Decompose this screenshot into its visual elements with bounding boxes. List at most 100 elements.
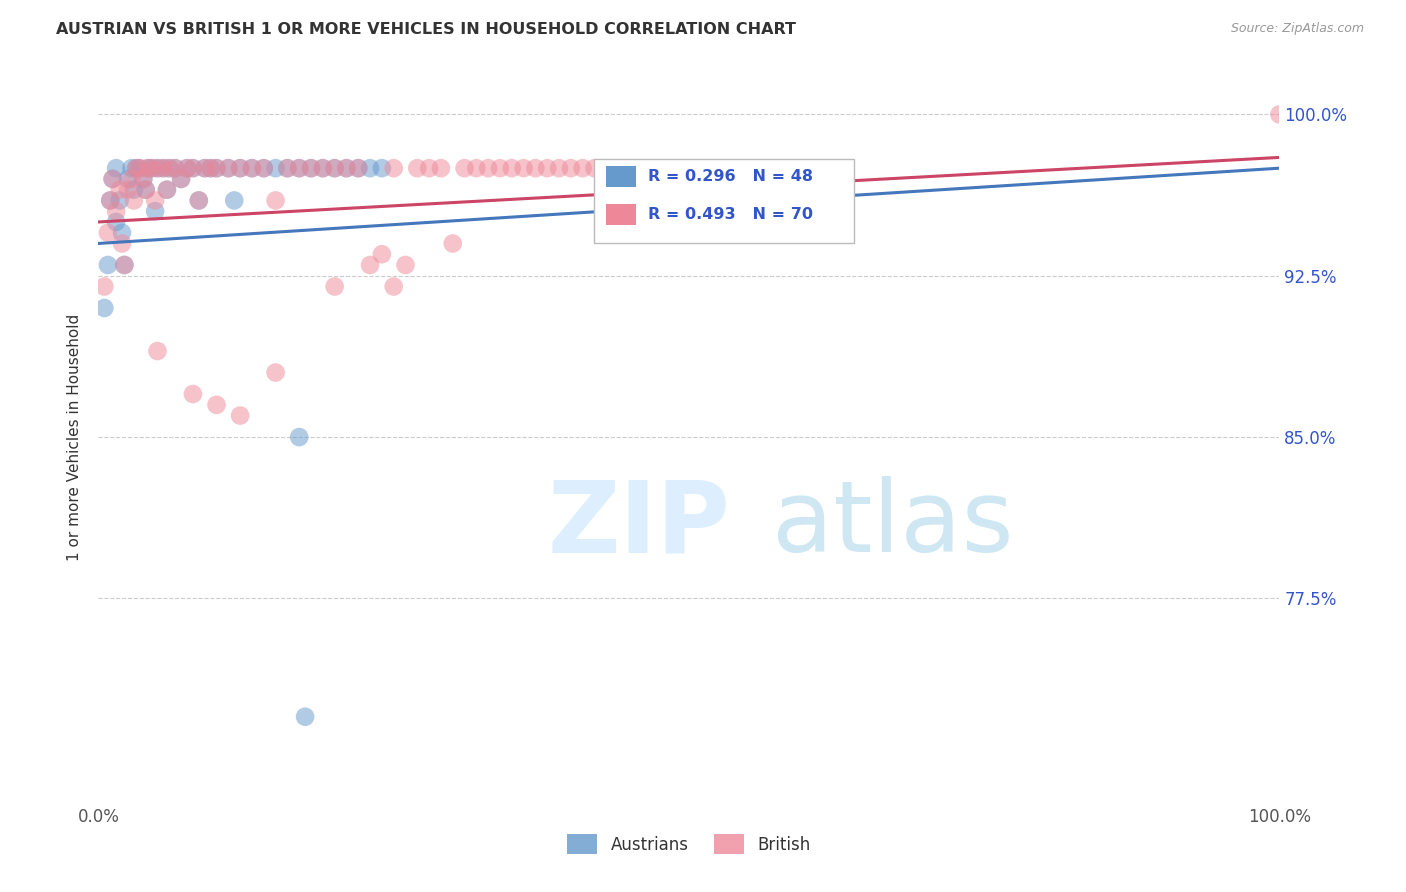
Point <box>276 161 298 176</box>
Point <box>170 172 193 186</box>
Point <box>98 194 121 208</box>
Point <box>105 161 128 176</box>
Point <box>224 194 246 208</box>
Text: ZIP: ZIP <box>547 476 730 574</box>
Point <box>264 366 287 380</box>
Point <box>108 194 131 208</box>
Point <box>371 161 394 176</box>
Point <box>536 161 558 176</box>
Point <box>406 161 429 176</box>
Y-axis label: 1 or more Vehicles in Household: 1 or more Vehicles in Household <box>66 313 82 561</box>
Point <box>323 279 346 293</box>
Point <box>141 161 163 176</box>
Point <box>288 161 311 176</box>
Point <box>512 161 534 176</box>
Point <box>122 194 145 208</box>
Point <box>156 183 179 197</box>
Point <box>117 183 139 197</box>
Point <box>105 204 128 219</box>
Point <box>359 258 381 272</box>
Point <box>132 172 155 186</box>
Point <box>125 161 148 176</box>
Point <box>125 161 148 176</box>
Point <box>335 161 357 176</box>
Point <box>229 161 252 176</box>
Point <box>181 161 204 176</box>
Text: R = 0.493   N = 70: R = 0.493 N = 70 <box>648 207 813 222</box>
Bar <box>595 159 855 244</box>
Point <box>205 161 228 176</box>
Point <box>121 172 143 186</box>
Point <box>312 161 335 176</box>
Point <box>194 161 217 176</box>
Point <box>312 161 335 176</box>
Point <box>97 226 120 240</box>
Point <box>229 409 252 423</box>
Point <box>501 161 523 176</box>
Point <box>441 236 464 251</box>
Point <box>176 161 198 176</box>
Point <box>299 161 322 176</box>
Point <box>371 247 394 261</box>
Point <box>299 161 322 176</box>
Point <box>181 387 204 401</box>
Point <box>112 258 135 272</box>
Point <box>93 279 115 293</box>
Point <box>288 161 311 176</box>
Point <box>122 183 145 197</box>
Point <box>156 183 179 197</box>
Point <box>181 161 204 176</box>
Point <box>112 258 135 272</box>
Point <box>108 183 131 197</box>
Point <box>560 161 582 176</box>
Point <box>165 161 187 176</box>
Point <box>152 161 174 176</box>
Point <box>294 710 316 724</box>
Point <box>524 161 547 176</box>
Point <box>323 161 346 176</box>
Point <box>264 194 287 208</box>
Point <box>136 161 159 176</box>
Point <box>418 161 440 176</box>
Point <box>121 161 143 176</box>
Point <box>132 172 155 186</box>
Point <box>394 258 416 272</box>
Point <box>194 161 217 176</box>
Text: Source: ZipAtlas.com: Source: ZipAtlas.com <box>1230 22 1364 36</box>
Point <box>105 215 128 229</box>
Point <box>98 194 121 208</box>
Point <box>143 204 166 219</box>
Point <box>264 161 287 176</box>
Point <box>135 183 157 197</box>
Point <box>111 226 134 240</box>
Point <box>1268 107 1291 121</box>
Point <box>143 194 166 208</box>
Text: AUSTRIAN VS BRITISH 1 OR MORE VEHICLES IN HOUSEHOLD CORRELATION CHART: AUSTRIAN VS BRITISH 1 OR MORE VEHICLES I… <box>56 22 796 37</box>
Point <box>382 279 405 293</box>
Point <box>253 161 276 176</box>
Legend: Austrians, British: Austrians, British <box>561 828 817 860</box>
Text: R = 0.296   N = 48: R = 0.296 N = 48 <box>648 169 813 184</box>
Point <box>200 161 222 176</box>
Point <box>548 161 571 176</box>
Point <box>111 236 134 251</box>
Point <box>146 344 169 359</box>
Point <box>583 161 606 176</box>
Point <box>128 161 150 176</box>
Point <box>347 161 370 176</box>
Point <box>253 161 276 176</box>
Point <box>489 161 512 176</box>
Point <box>165 161 187 176</box>
Point <box>217 161 239 176</box>
Point <box>97 258 120 272</box>
Point <box>135 183 157 197</box>
Point <box>359 161 381 176</box>
Point <box>157 161 180 176</box>
Text: atlas: atlas <box>772 476 1014 574</box>
Point <box>146 161 169 176</box>
Point <box>205 161 228 176</box>
Point <box>347 161 370 176</box>
Point <box>176 161 198 176</box>
Point <box>465 161 488 176</box>
Point <box>240 161 263 176</box>
